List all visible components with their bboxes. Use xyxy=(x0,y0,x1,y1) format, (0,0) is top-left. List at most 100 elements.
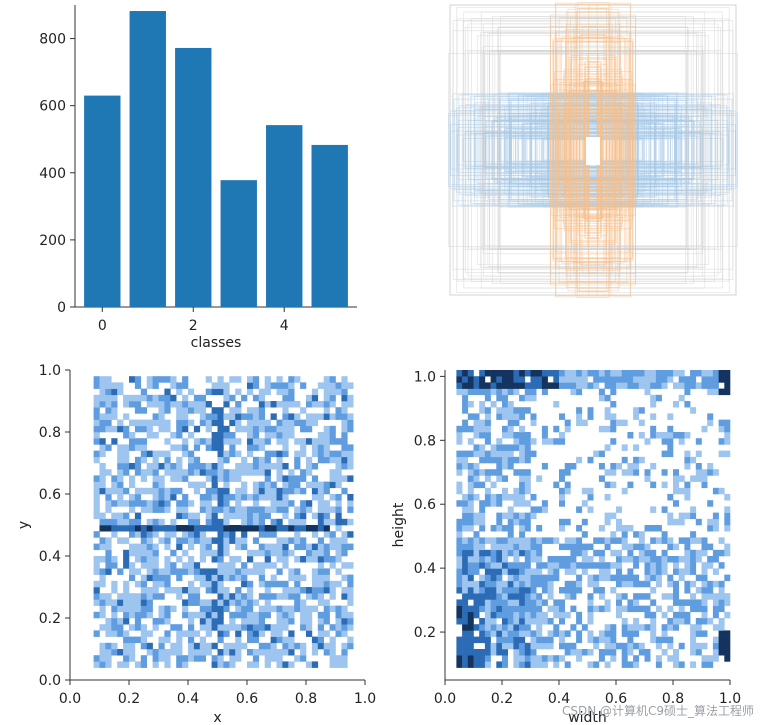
histogram-cell xyxy=(152,618,159,625)
histogram-cell xyxy=(258,419,265,427)
histogram-cell xyxy=(264,580,271,588)
histogram-cell xyxy=(507,574,514,582)
histogram-cell xyxy=(587,636,594,644)
histogram-cell xyxy=(211,661,218,668)
histogram-cell xyxy=(229,568,236,575)
histogram-cell xyxy=(99,394,106,402)
histogram-cell xyxy=(627,525,634,532)
histogram-cell xyxy=(655,568,662,575)
histogram-cell xyxy=(205,605,212,613)
histogram-cell xyxy=(176,469,183,476)
histogram-cell xyxy=(164,661,171,668)
histogram-cell xyxy=(176,593,183,600)
histogram-cell xyxy=(229,531,236,538)
histogram-cell xyxy=(513,642,520,650)
histogram-cell xyxy=(467,463,474,470)
histogram-cell xyxy=(123,425,130,433)
histogram-cell xyxy=(576,636,583,644)
histogram-cell xyxy=(484,587,491,594)
histogram-cell xyxy=(707,543,714,551)
histogram-cell xyxy=(217,580,224,588)
histogram-cell xyxy=(282,475,289,482)
histogram-cell xyxy=(158,463,165,470)
histogram-cell xyxy=(496,630,503,637)
label-box xyxy=(560,117,626,183)
histogram-cell xyxy=(627,549,634,557)
histogram-cell xyxy=(288,475,295,482)
histogram-cell xyxy=(627,481,634,489)
histogram-cell xyxy=(661,630,668,637)
histogram-cell xyxy=(329,376,336,383)
histogram-cell xyxy=(712,611,719,619)
histogram-cell xyxy=(164,531,171,538)
histogram-cell xyxy=(311,661,319,668)
histogram-cell xyxy=(158,580,165,588)
histogram-cell xyxy=(341,475,348,482)
histogram-cell xyxy=(270,413,277,420)
histogram-cell xyxy=(621,419,628,427)
histogram-cell xyxy=(205,543,212,551)
histogram-cell xyxy=(111,518,118,526)
histogram-cell xyxy=(306,481,313,489)
histogram-cell xyxy=(610,388,617,396)
histogram-cell xyxy=(638,537,645,544)
histogram-cell xyxy=(484,487,491,495)
histogram-cell xyxy=(462,382,469,389)
histogram-cell xyxy=(507,494,514,501)
histogram-cell xyxy=(530,370,537,377)
histogram-cell xyxy=(519,543,526,551)
histogram-cell xyxy=(300,537,307,544)
histogram-cell xyxy=(496,580,503,588)
histogram-cell xyxy=(598,556,605,563)
histogram-cell xyxy=(317,587,324,594)
histogram-cell xyxy=(616,463,622,470)
histogram-cell xyxy=(547,587,554,594)
label-box xyxy=(555,108,631,192)
histogram-cell xyxy=(158,487,165,495)
histogram-cell xyxy=(182,450,189,458)
histogram-cell xyxy=(701,618,708,625)
histogram-cell xyxy=(347,624,354,631)
histogram-cell xyxy=(99,593,106,600)
histogram-cell xyxy=(610,425,617,433)
histogram-cell xyxy=(598,450,605,458)
histogram-cell xyxy=(484,655,491,662)
histogram-cell xyxy=(712,593,719,600)
histogram-cell xyxy=(282,394,289,402)
histogram-cell xyxy=(294,605,301,613)
histogram-cell xyxy=(587,593,594,600)
histogram-cell xyxy=(158,506,165,513)
histogram-cell xyxy=(456,587,463,594)
histogram-cell xyxy=(673,432,679,439)
histogram-cell xyxy=(329,605,336,613)
histogram-cell xyxy=(341,518,348,526)
histogram-cell xyxy=(650,574,657,582)
histogram-cell xyxy=(176,432,183,439)
histogram-cell xyxy=(536,636,543,644)
histogram-cell xyxy=(258,394,265,402)
histogram-cell xyxy=(570,568,577,575)
histogram-cell xyxy=(193,438,201,445)
histogram-cell xyxy=(502,388,508,396)
histogram-cell xyxy=(559,642,565,650)
histogram-cell xyxy=(158,376,165,383)
histogram-cell xyxy=(235,500,242,507)
histogram-cell xyxy=(581,543,588,551)
histogram-cell xyxy=(217,376,224,383)
histogram-cell xyxy=(176,419,183,427)
histogram-cell xyxy=(712,518,719,526)
histogram-cell xyxy=(490,500,497,507)
histogram-cell xyxy=(462,605,469,613)
histogram-cell xyxy=(541,438,548,445)
histogram-cell xyxy=(134,494,142,501)
histogram-cell xyxy=(223,512,230,520)
histogram-cell xyxy=(484,456,491,464)
histogram-cell xyxy=(199,525,206,532)
histogram-cell xyxy=(507,456,514,464)
histogram-cell xyxy=(264,512,271,520)
histogram-cell xyxy=(235,506,242,513)
histogram-cell xyxy=(536,574,543,582)
histogram-cell xyxy=(282,642,289,650)
histogram-cell xyxy=(211,469,218,476)
histogram-cell xyxy=(644,549,651,557)
